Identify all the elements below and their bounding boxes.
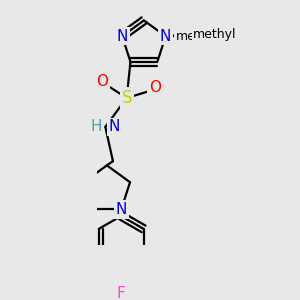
Text: methyl: methyl	[193, 28, 237, 41]
Text: F: F	[117, 286, 126, 300]
Text: methyl: methyl	[176, 30, 219, 43]
Text: N: N	[116, 202, 127, 217]
Text: N: N	[160, 29, 171, 44]
Text: S: S	[122, 89, 132, 107]
Text: O: O	[96, 74, 108, 89]
Text: N: N	[108, 119, 120, 134]
Text: H: H	[91, 119, 102, 134]
Text: N: N	[116, 29, 128, 44]
Text: methyl: methyl	[187, 34, 192, 35]
Text: methyl: methyl	[198, 35, 203, 36]
Text: O: O	[149, 80, 161, 95]
